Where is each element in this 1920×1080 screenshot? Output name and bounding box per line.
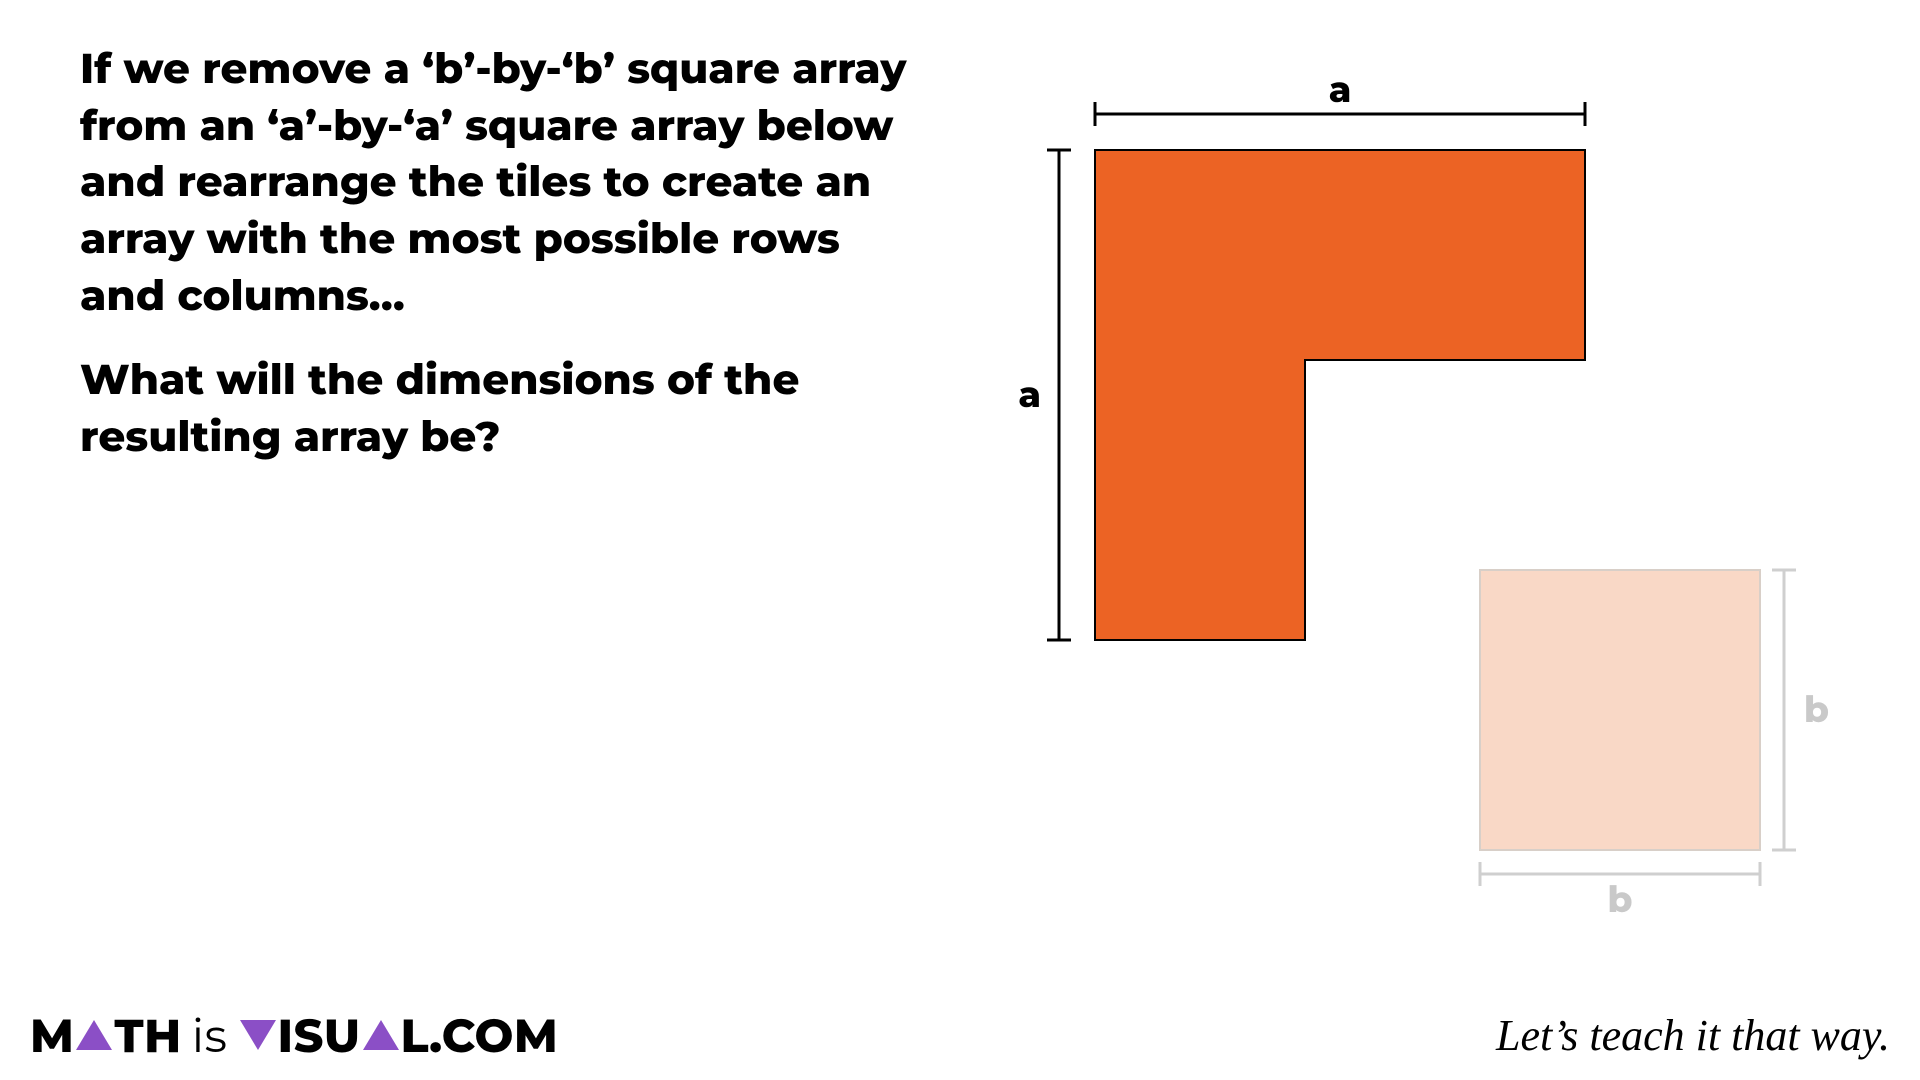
b-bottom-label: b (1607, 878, 1632, 922)
footer: M TH is ISU L .COM Let’s teach it that w… (30, 1000, 1890, 1070)
brand-m: M (30, 1007, 74, 1064)
brand-l: L (401, 1007, 430, 1064)
brand-th: TH (114, 1007, 181, 1064)
b-right-label: b (1804, 688, 1829, 732)
a-top-label: a (1329, 70, 1352, 112)
question-paragraph-2: What will the dimensions of the resultin… (80, 351, 910, 464)
diagram-area: a a b b (1000, 70, 1900, 970)
brand-isu: ISU (278, 1007, 361, 1064)
brand-is: is (192, 1007, 228, 1064)
l-shape (1095, 150, 1585, 640)
triangle-down-icon (240, 1020, 276, 1050)
triangle-up-icon (76, 1020, 112, 1050)
question-text: If we remove a ‘b’-by-‘b’ square array f… (80, 40, 910, 493)
a-left-label: a (1018, 373, 1041, 417)
brand-dotcom: .COM (429, 1007, 558, 1064)
question-paragraph-1: If we remove a ‘b’-by-‘b’ square array f… (80, 40, 910, 323)
tagline: Let’s teach it that way. (1496, 1010, 1890, 1061)
triangle-up-icon (363, 1020, 399, 1050)
diagram-svg: a a b b (1000, 70, 1900, 970)
b-square (1480, 570, 1760, 850)
brand-logo: M TH is ISU L .COM (30, 1007, 558, 1064)
